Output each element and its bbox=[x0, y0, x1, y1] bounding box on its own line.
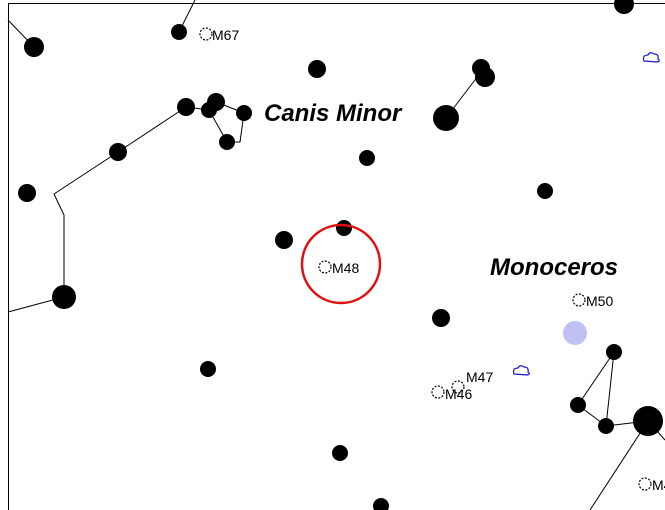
constellation-label: Monoceros bbox=[490, 254, 618, 281]
object-label: M46 bbox=[445, 386, 472, 402]
object-label: M4 bbox=[652, 477, 665, 493]
target-circle bbox=[300, 223, 382, 305]
object-label: M48 bbox=[332, 260, 359, 276]
cluster-symbols bbox=[199, 27, 652, 491]
object-label: M47 bbox=[466, 369, 493, 385]
nebulae bbox=[512, 52, 660, 376]
stars bbox=[18, 0, 663, 510]
object-label: M50 bbox=[586, 293, 613, 309]
frame bbox=[8, 3, 665, 510]
object-label: M67 bbox=[212, 27, 239, 43]
constellation-label: Canis Minor bbox=[264, 100, 403, 127]
